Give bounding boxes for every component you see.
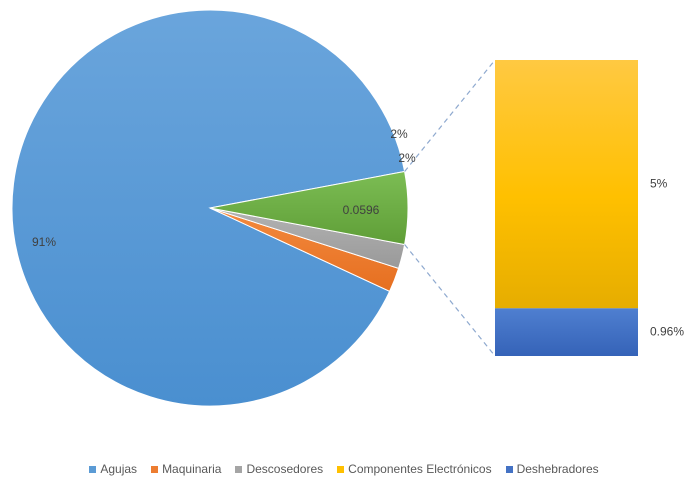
legend: Agujas Maquinaria Descosedores Componentes … bbox=[0, 460, 688, 478]
legend-item-componentes-electronicos: Componentes Electrónicos bbox=[337, 462, 492, 476]
legend-label: Descosedores bbox=[246, 462, 324, 476]
data-labels: 91% 2% 2% 0.0596 5% 0.96% bbox=[32, 127, 684, 338]
connector-line-top bbox=[404, 59, 496, 172]
legend-item-descosedores: Descosedores bbox=[235, 462, 323, 476]
pie-label-agujas: 91% bbox=[32, 235, 56, 249]
pie-label-otros: 0.0596 bbox=[343, 203, 380, 217]
legend-label: Agujas bbox=[100, 462, 138, 476]
pie bbox=[11, 9, 409, 407]
legend-item-deshebradores: Deshebradores bbox=[505, 462, 599, 476]
legend-swatch bbox=[89, 465, 97, 473]
legend-swatch bbox=[151, 465, 159, 473]
pie-label-maquinaria: 2% bbox=[390, 127, 408, 141]
legend-swatch bbox=[337, 465, 345, 473]
legend-label: Componentes Electrónicos bbox=[348, 462, 492, 476]
legend-label: Maquinaria bbox=[162, 462, 222, 476]
pie-label-descosedores: 2% bbox=[398, 151, 416, 165]
legend-item-agujas: Agujas bbox=[89, 462, 137, 476]
bar-segment-deshebradores bbox=[495, 308, 638, 356]
bar-label-componentes-electronicos: 5% bbox=[650, 176, 668, 190]
bar-label-deshebradores: 0.96% bbox=[650, 324, 684, 338]
legend-swatch bbox=[235, 465, 243, 473]
bar-segment-componentes-electronicos bbox=[495, 60, 638, 309]
stacked-bar bbox=[495, 60, 638, 356]
pie-slice-otros bbox=[209, 170, 409, 246]
pie-slice-agujas bbox=[11, 9, 406, 407]
legend-swatch bbox=[505, 465, 513, 473]
legend-item-maquinaria: Maquinaria bbox=[151, 462, 221, 476]
connector-line-bottom bbox=[404, 244, 496, 357]
legend-label: Deshebradores bbox=[516, 462, 599, 476]
connector-lines bbox=[404, 59, 496, 357]
